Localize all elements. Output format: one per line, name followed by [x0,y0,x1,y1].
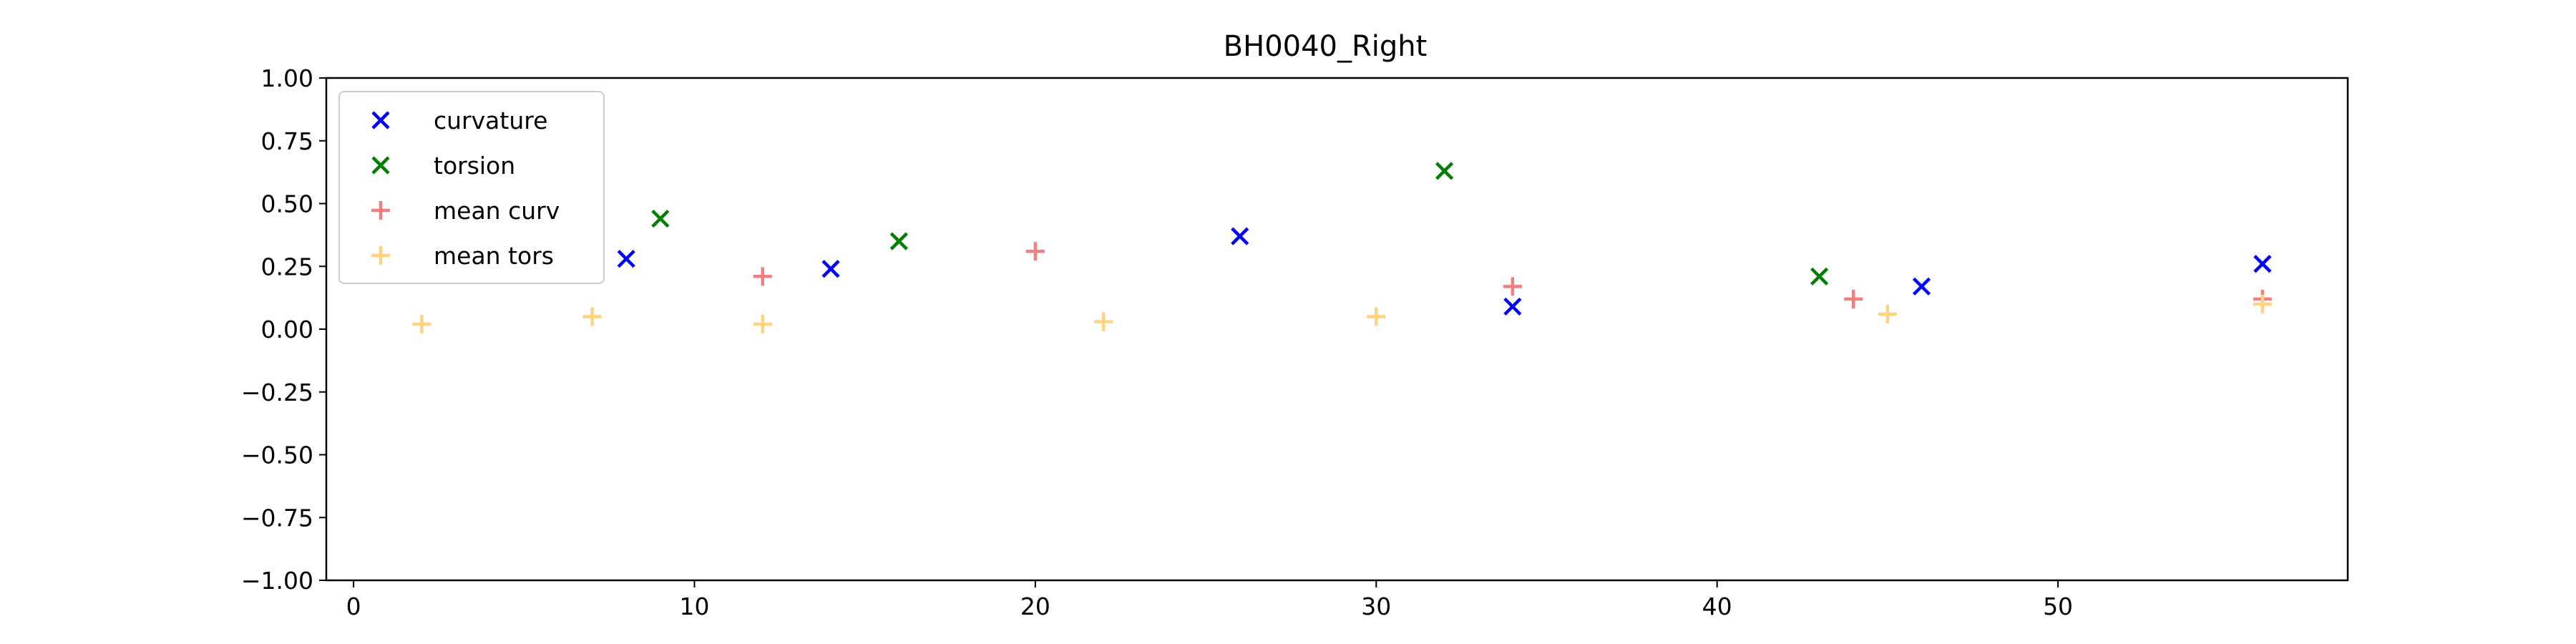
legend-label-mean-tors: mean tors [434,242,554,270]
marker-stroke [1435,162,1454,180]
marker-stroke [651,209,670,228]
plot-markers [412,162,2272,333]
legend-marker-mean-tors [371,246,390,265]
legend-marker-torsion [371,156,390,175]
data-point-mean-tors [1094,312,1113,331]
data-point-torsion [889,232,908,250]
data-point-curvature [1912,277,1931,296]
marker-stroke [889,232,908,250]
data-point-mean-tors [1367,307,1386,326]
data-point-mean-tors [753,314,772,333]
legend-box [338,91,605,284]
data-point-mean-curv [1844,289,1863,308]
marker-stroke [371,156,390,175]
y-tick-label: 0.00 [261,316,313,343]
data-point-mean-tors [2253,294,2272,313]
data-point-mean-tors [412,314,431,333]
y-tick-label: −0.25 [241,379,313,406]
legend-label-mean-curv: mean curv [434,197,560,225]
marker-stroke [1503,297,1522,316]
y-tick-label: 0.50 [261,190,313,218]
data-point-mean-curv [1025,242,1045,261]
data-point-torsion [1810,267,1829,286]
x-tick-label: 50 [2043,592,2073,620]
data-point-mean-curv [1503,277,1522,296]
data-point-mean-tors [582,307,602,326]
data-point-curvature [1503,297,1522,316]
marker-stroke [2253,255,2272,273]
legend: curvature torsion mean curv mean tors [338,91,605,284]
x-axis: 0 10 20 30 40 50 [346,580,2073,620]
x-tick-label: 20 [1020,592,1050,620]
data-point-mean-curv [753,267,772,286]
legend-label-torsion: torsion [434,152,515,180]
y-tick-label: 0.75 [261,127,313,155]
y-tick-label: 0.25 [261,253,313,280]
marker-stroke [371,111,390,130]
marker-stroke [617,250,635,268]
y-tick-label: −0.50 [241,441,313,469]
chart-title: BH0040_Right [1224,30,1428,63]
marker-stroke [821,260,840,278]
y-tick-label: 1.00 [261,64,313,92]
data-point-curvature [821,260,840,278]
data-point-torsion [651,209,670,228]
marker-stroke [1231,227,1249,245]
marker-stroke [1912,277,1931,296]
x-tick-label: 10 [680,592,710,620]
legend-label-curvature: curvature [434,107,547,135]
x-tick-label: 40 [1702,592,1732,620]
data-point-curvature [2253,255,2272,273]
y-tick-label: −0.75 [241,504,313,532]
data-point-mean-tors [1878,304,1897,323]
y-tick-label: −1.00 [241,567,313,595]
y-axis: 1.00 0.75 0.50 0.25 0.00 −0.25 −0.50 −0.75 −1.00 [241,64,326,595]
data-point-curvature [617,250,635,268]
data-point-curvature [1231,227,1249,245]
legend-marker-curvature [371,111,390,130]
plot-frame [325,77,2349,582]
legend-marker-mean-curv [371,201,390,220]
marker-stroke [1810,267,1829,286]
x-tick-label: 0 [346,592,361,620]
x-tick-label: 30 [1361,592,1391,620]
data-point-torsion [1435,162,1454,180]
